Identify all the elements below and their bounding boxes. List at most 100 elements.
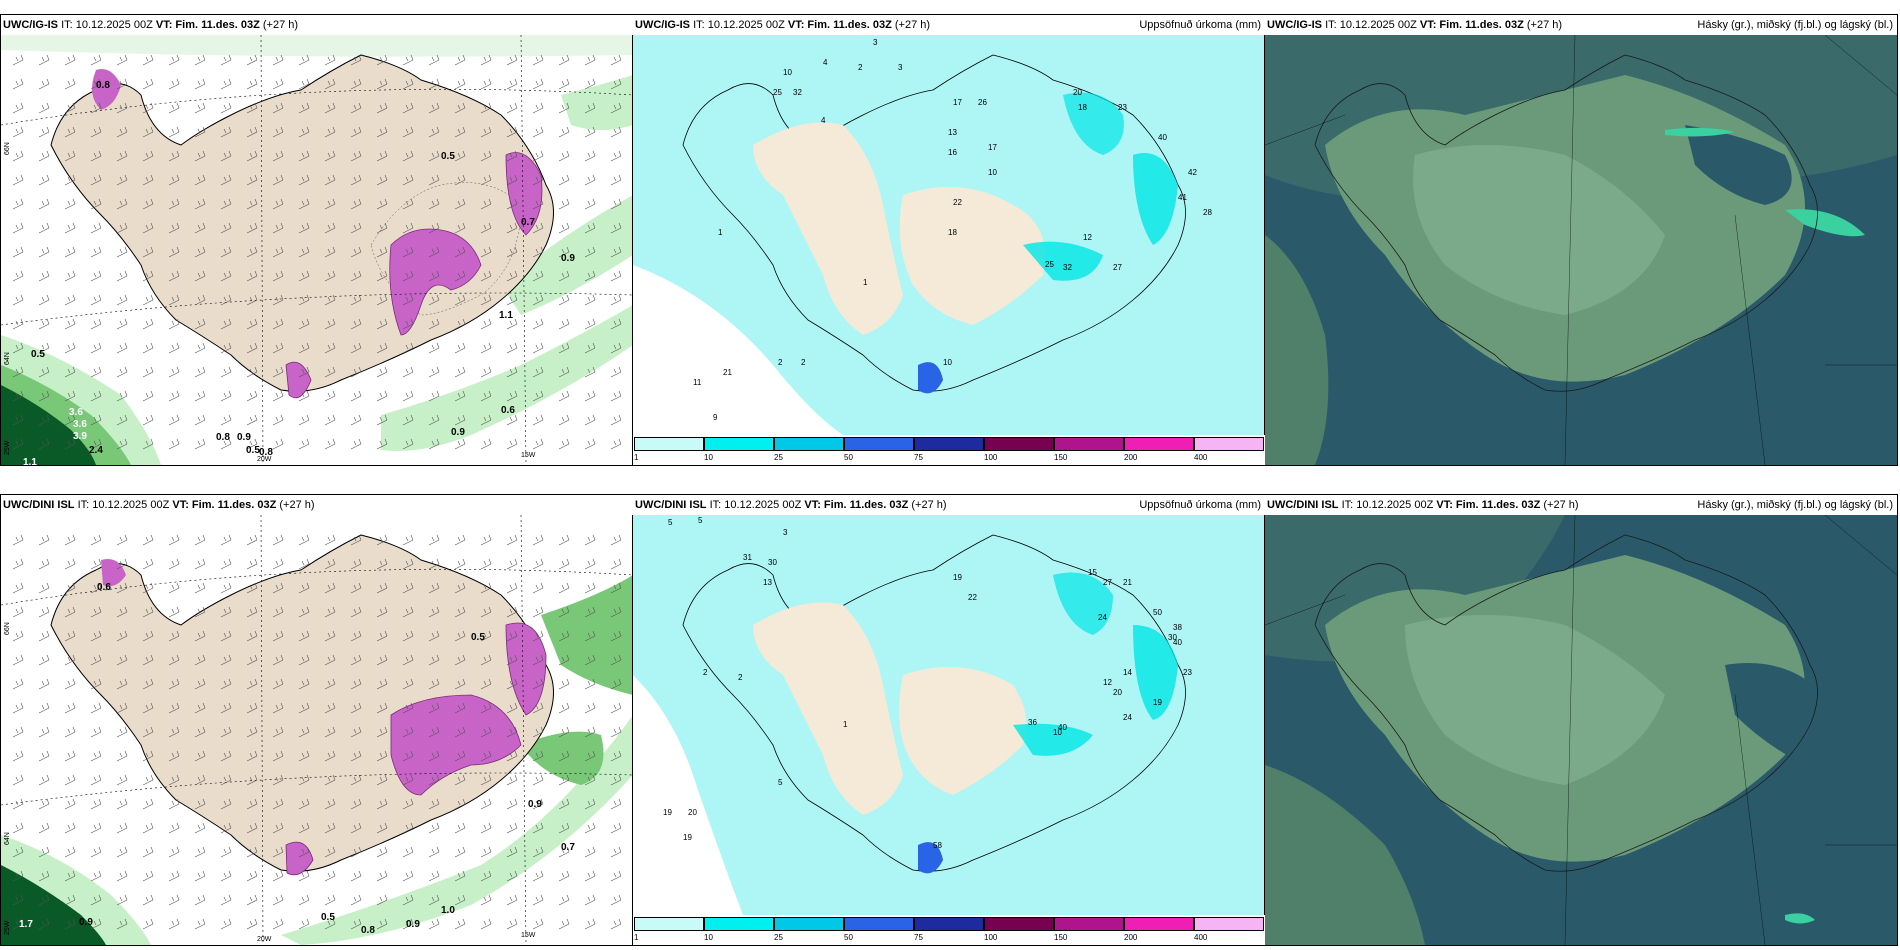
wind-barb xyxy=(480,654,492,666)
wind-barb xyxy=(402,246,414,258)
wind-barb xyxy=(350,102,362,114)
wind-barb xyxy=(558,534,570,546)
wind-barb xyxy=(506,630,518,642)
wind-barb xyxy=(272,630,284,642)
wind-barb xyxy=(272,78,284,90)
wind-barb xyxy=(376,438,388,450)
wind-barb xyxy=(376,294,388,306)
wind-barb xyxy=(142,774,154,786)
wind-barb xyxy=(376,534,388,546)
wind-barb xyxy=(558,558,570,570)
wind-barb xyxy=(168,678,180,690)
wind-barb xyxy=(220,630,232,642)
wind-barb xyxy=(454,342,466,354)
init-time: IT: 10.12.2025 00Z xyxy=(693,19,785,31)
precip-amount-label: 30 xyxy=(1168,633,1177,642)
wind-barb xyxy=(64,534,76,546)
wind-barb xyxy=(168,342,180,354)
wind-barb xyxy=(584,774,596,786)
precip-colorbar: 1 10 25 50 75 100 150 200 400 xyxy=(633,435,1265,465)
wind-barb xyxy=(584,54,596,66)
wind-barb xyxy=(272,702,284,714)
wind-barb xyxy=(272,606,284,618)
wind-barb xyxy=(584,606,596,618)
wind-barb xyxy=(12,198,24,210)
cloud-title: Hásky (gr.), miðský (fj.bl.) og lágský (… xyxy=(1697,19,1893,31)
wind-barb xyxy=(506,366,518,378)
wind-barb xyxy=(116,366,128,378)
lat-label: 66N xyxy=(4,142,11,155)
wind-barb xyxy=(480,198,492,210)
wind-map: 1.7 0.9 0.5 0.8 0.9 1.0 0.9 0.7 0.6 0.5 … xyxy=(1,515,633,945)
wind-barb xyxy=(90,534,102,546)
lon-label: 25W xyxy=(4,920,11,935)
wind-barb xyxy=(38,702,50,714)
colorbar-tick: 75 xyxy=(914,453,923,462)
wind-barb xyxy=(168,606,180,618)
wind-barb xyxy=(142,174,154,186)
colorbar-tick: 50 xyxy=(844,933,853,942)
wind-barb xyxy=(298,126,310,138)
precip-amount-label: 40 xyxy=(1058,723,1067,732)
precip-amount-label: 1 xyxy=(863,278,868,287)
wind-barb xyxy=(298,54,310,66)
wind-barb xyxy=(324,294,336,306)
wind-barbs xyxy=(12,534,622,930)
wind-barb xyxy=(116,894,128,906)
wind-barb xyxy=(428,102,440,114)
wind-barb xyxy=(38,222,50,234)
wind-barb xyxy=(506,198,518,210)
precip-amount-label: 1 xyxy=(843,720,848,729)
lead-time: (+27 h) xyxy=(1526,19,1563,31)
wind-barb xyxy=(272,318,284,330)
wind-map: 0.8 0.5 0.5 3.6 3.6 3.9 1.1 2.4 0.8 0.9 … xyxy=(1,35,633,465)
wind-barb xyxy=(116,54,128,66)
wind-barb xyxy=(350,174,362,186)
wind-barb xyxy=(558,198,570,210)
wind-barb xyxy=(38,78,50,90)
wind-barb xyxy=(532,78,544,90)
wind-barb xyxy=(64,318,76,330)
wind-barb xyxy=(64,798,76,810)
wind-barb xyxy=(350,318,362,330)
wind-barb xyxy=(90,750,102,762)
wind-barb xyxy=(376,678,388,690)
wind-barb xyxy=(220,342,232,354)
wind-barb xyxy=(532,798,544,810)
wind-barb xyxy=(350,798,362,810)
wind-barb xyxy=(376,270,388,282)
wind-value: 1.1 xyxy=(23,457,37,465)
wind-barb xyxy=(376,54,388,66)
wind-barb xyxy=(90,174,102,186)
wind-barb xyxy=(480,294,492,306)
wind-barb xyxy=(376,606,388,618)
wind-barb xyxy=(90,294,102,306)
wind-barb xyxy=(480,246,492,258)
wind-barb xyxy=(142,294,154,306)
wind-barb xyxy=(246,894,258,906)
precip-amount-label: 23 xyxy=(1183,668,1192,677)
wind-barb xyxy=(38,294,50,306)
colorbar-swatch xyxy=(774,917,844,931)
wind-barb xyxy=(610,918,622,930)
wind-barb xyxy=(324,558,336,570)
wind-barb xyxy=(428,750,440,762)
wind-barb xyxy=(506,534,518,546)
wind-barb xyxy=(584,870,596,882)
wind-barb xyxy=(298,774,310,786)
wind-barb xyxy=(194,438,206,450)
wind-value: 0.9 xyxy=(561,253,575,264)
lon-label: 25W xyxy=(4,440,11,455)
wind-barb xyxy=(90,654,102,666)
panel-header: UWC/DINI ISL IT: 10.12.2025 00Z VT: Fim.… xyxy=(633,495,1265,515)
wind-barb xyxy=(584,558,596,570)
precip-amount-label: 12 xyxy=(1103,678,1112,687)
wind-barb xyxy=(168,366,180,378)
wind-barb xyxy=(298,150,310,162)
wind-barb xyxy=(610,102,622,114)
wind-barb xyxy=(220,174,232,186)
wind-barb xyxy=(90,822,102,834)
wind-barb xyxy=(64,54,76,66)
precip-panel-row2: UWC/DINI ISL IT: 10.12.2025 00Z VT: Fim.… xyxy=(632,494,1266,946)
wind-barb xyxy=(116,102,128,114)
